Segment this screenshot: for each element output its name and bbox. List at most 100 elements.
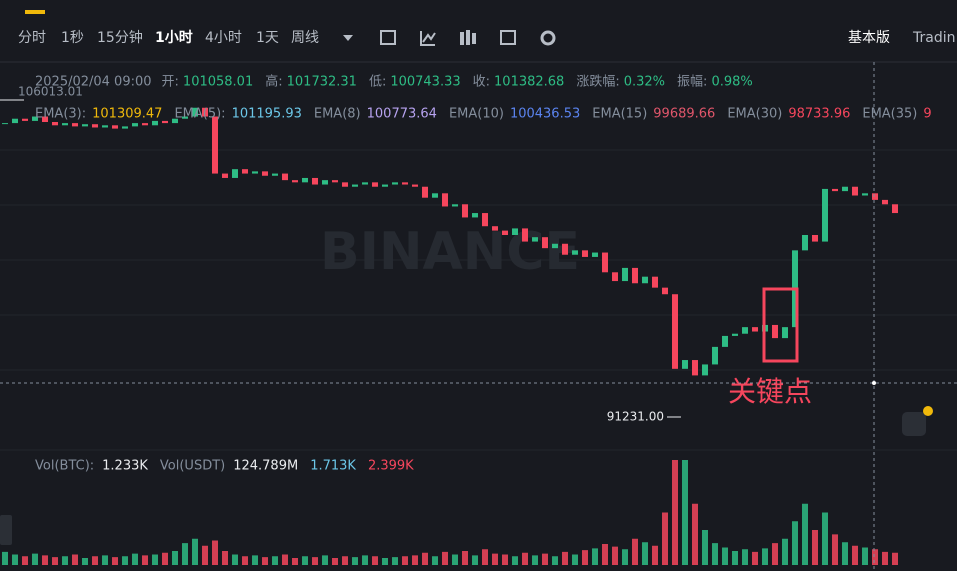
candle-icon[interactable]	[460, 30, 476, 45]
candle	[12, 118, 18, 124]
volume-bar	[402, 556, 408, 565]
volume-bar	[152, 554, 158, 565]
candle	[852, 186, 858, 196]
widget-button[interactable]	[902, 412, 926, 436]
volume-bar	[382, 558, 388, 565]
info-text: 101309.47	[92, 107, 162, 122]
volume-bar	[662, 512, 668, 565]
interval[interactable]: 4小时	[205, 30, 242, 46]
info-text: 101732.31	[287, 75, 357, 90]
volumes	[2, 460, 898, 565]
candle	[182, 116, 188, 119]
volume-bar	[32, 553, 38, 565]
chart-icon[interactable]	[420, 31, 436, 46]
candle	[602, 252, 608, 273]
candle	[812, 234, 818, 242]
volume-bar	[202, 545, 208, 565]
info-text: 高:	[265, 74, 282, 90]
volume-bar	[612, 546, 618, 565]
volume-bar	[302, 556, 308, 565]
dropdown-icon[interactable]	[343, 35, 353, 41]
interval[interactable]: 15分钟	[97, 29, 143, 46]
volume-bar	[782, 538, 788, 565]
active-tab-indicator	[25, 10, 45, 14]
indicator-icon[interactable]	[380, 30, 396, 45]
info-text: 开:	[162, 75, 179, 90]
candle	[582, 250, 588, 257]
highlight-box	[762, 287, 799, 363]
candle	[152, 120, 158, 126]
candle	[552, 243, 558, 249]
volume-bar	[712, 543, 718, 565]
watermark: BINANCE	[320, 222, 580, 282]
interval[interactable]: 周线	[291, 30, 319, 46]
candle	[872, 193, 878, 200]
volume-bar	[352, 557, 358, 565]
volume-bar	[492, 553, 498, 565]
volume-bar	[192, 538, 198, 565]
interval[interactable]: 1天	[256, 30, 279, 46]
candle	[492, 226, 498, 231]
volume-bar	[122, 556, 128, 565]
volume-bar	[232, 554, 238, 565]
template-icon[interactable]	[500, 30, 516, 45]
candle	[752, 327, 758, 332]
candle	[732, 333, 738, 336]
mode[interactable]: Tradin	[912, 30, 955, 46]
info-text: 100743.33	[390, 75, 460, 90]
candles	[2, 107, 898, 376]
info-text: 2025/02/04 09:00	[35, 75, 152, 90]
candle	[72, 123, 78, 127]
candle	[192, 107, 198, 117]
volume-bar	[522, 552, 528, 565]
candle	[302, 177, 308, 183]
info-text: 100773.64	[367, 107, 437, 122]
candle	[252, 171, 258, 174]
volume-bar	[572, 554, 578, 565]
volume-bar	[682, 460, 688, 565]
volume-bar	[22, 556, 28, 565]
info-text: EMA(3):	[35, 107, 86, 122]
volume-bar	[212, 540, 218, 565]
crosshair-dot	[872, 381, 876, 385]
info-text: 1.233K	[102, 459, 148, 474]
volume-bar	[362, 555, 368, 565]
candle	[402, 182, 408, 185]
volume-bar	[482, 549, 488, 565]
volume-bar	[722, 547, 728, 565]
candle	[162, 120, 168, 124]
volume-bar	[342, 556, 348, 565]
collapse-button[interactable]	[0, 515, 12, 545]
info-text: 收:	[473, 75, 490, 90]
candle	[22, 118, 28, 121]
volume-bar	[82, 558, 88, 565]
volume-bar	[792, 521, 798, 565]
interval[interactable]: 分时	[18, 30, 46, 46]
candle	[212, 116, 218, 174]
volume-bar	[802, 503, 808, 565]
volume-bar	[312, 557, 318, 565]
interval[interactable]: 1秒	[61, 30, 84, 46]
volume-bar	[882, 551, 888, 565]
volume-info: Vol(BTC): 1.233K Vol(USDT) 124.789M 1.713K 2.…	[35, 459, 414, 474]
volume-bar	[842, 542, 848, 565]
volume-bar	[412, 555, 418, 565]
volume-bar	[552, 556, 558, 565]
candle	[102, 125, 108, 128]
candle	[462, 204, 468, 218]
settings-icon[interactable]	[540, 30, 556, 46]
candle	[332, 180, 338, 183]
volume-bar	[652, 545, 658, 565]
candle	[242, 169, 248, 174]
volume-bar	[752, 551, 758, 565]
volume-bar	[502, 554, 508, 565]
candle	[522, 228, 528, 242]
volume-bar	[132, 553, 138, 565]
candle	[842, 186, 848, 192]
toolbar: 分时 1秒 15分钟 1小时 4小时 1天 周线 基本版 Tradin	[18, 29, 955, 46]
mode[interactable]: 基本版	[848, 29, 890, 46]
candle	[742, 327, 748, 334]
candle	[452, 204, 458, 207]
info-text: EMA(15)	[592, 107, 647, 122]
interval[interactable]: 1小时	[155, 29, 193, 46]
